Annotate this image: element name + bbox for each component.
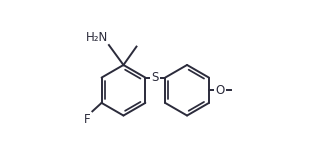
- Text: H₂N: H₂N: [86, 31, 108, 44]
- Text: S: S: [152, 71, 159, 84]
- Text: F: F: [83, 113, 90, 126]
- Text: O: O: [215, 84, 225, 97]
